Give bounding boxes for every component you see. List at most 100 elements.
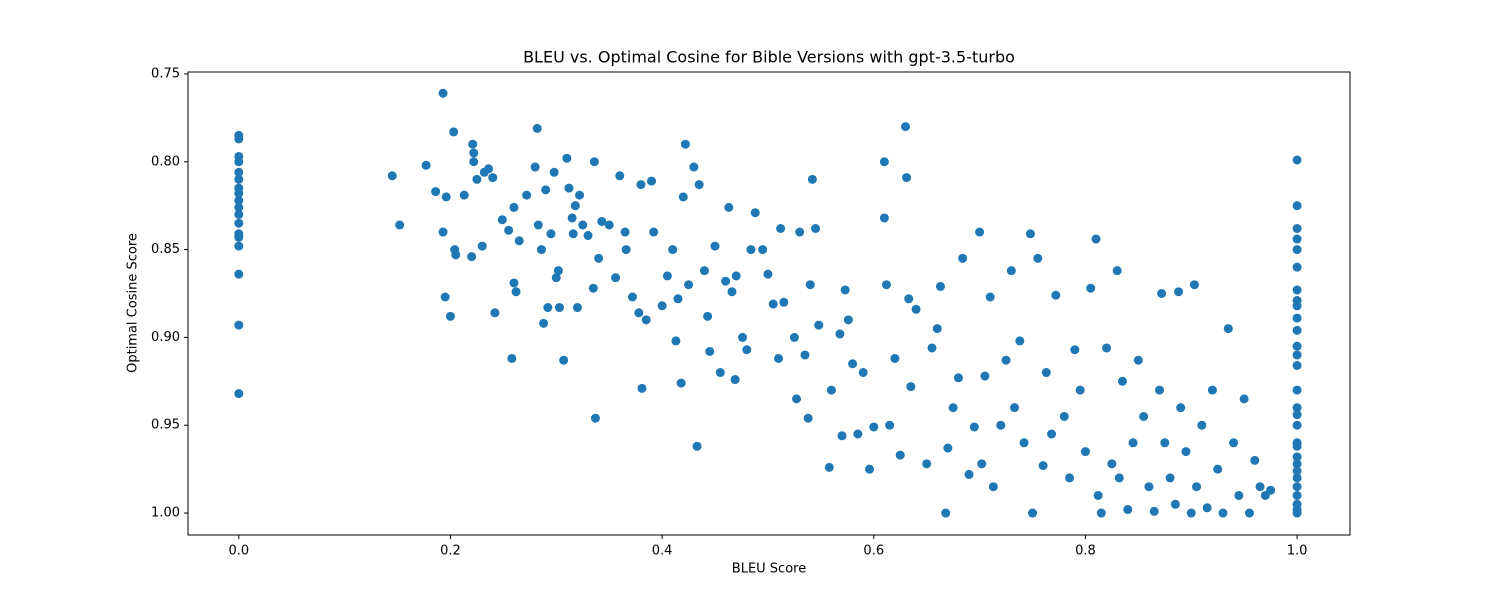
- point: [941, 508, 951, 518]
- point: [1292, 385, 1302, 395]
- point: [1025, 229, 1035, 239]
- point: [1292, 482, 1302, 492]
- point: [543, 303, 553, 313]
- point: [572, 303, 582, 313]
- point: [564, 183, 574, 193]
- point: [488, 173, 498, 183]
- point: [800, 350, 810, 360]
- point: [935, 281, 945, 291]
- point: [1213, 464, 1223, 474]
- point: [694, 180, 704, 190]
- point: [776, 223, 786, 233]
- plot-frame: [187, 71, 1351, 536]
- point: [901, 122, 911, 132]
- y-tick-label: 0.95: [151, 418, 180, 433]
- point: [590, 413, 600, 423]
- point: [840, 285, 850, 295]
- point: [1093, 490, 1103, 500]
- point: [484, 164, 494, 174]
- point: [421, 160, 431, 170]
- point: [445, 311, 455, 321]
- point: [627, 292, 637, 302]
- point: [553, 266, 563, 276]
- point: [803, 413, 813, 423]
- point: [1197, 420, 1207, 430]
- point: [1186, 508, 1196, 518]
- point: [649, 227, 659, 237]
- point: [1292, 223, 1302, 233]
- point: [1047, 429, 1057, 439]
- chart-title: BLEU vs. Optimal Cosine for Bible Versio…: [523, 48, 1015, 67]
- point: [1223, 324, 1233, 334]
- point: [1059, 411, 1069, 421]
- point: [597, 216, 607, 226]
- point: [1292, 473, 1302, 483]
- point: [1070, 345, 1080, 355]
- point: [689, 162, 699, 172]
- point: [750, 208, 760, 218]
- point: [532, 123, 542, 133]
- point: [1292, 325, 1302, 335]
- point: [234, 134, 244, 144]
- point: [575, 190, 585, 200]
- point: [727, 287, 737, 297]
- point: [985, 292, 995, 302]
- point: [1292, 301, 1302, 311]
- point: [234, 241, 244, 251]
- point: [536, 245, 546, 255]
- point: [1176, 403, 1186, 413]
- y-tick-label: 0.85: [151, 242, 180, 257]
- point: [1292, 341, 1302, 351]
- point: [451, 250, 461, 260]
- point: [583, 231, 593, 241]
- point: [885, 420, 895, 430]
- point: [879, 213, 889, 223]
- point: [902, 173, 912, 183]
- point: [615, 171, 625, 181]
- point: [671, 336, 681, 346]
- point: [621, 245, 631, 255]
- point: [680, 139, 690, 149]
- point: [843, 315, 853, 325]
- point: [441, 192, 451, 202]
- point: [1174, 287, 1184, 297]
- point: [1133, 355, 1143, 365]
- point: [546, 229, 556, 239]
- point: [594, 253, 604, 263]
- point: [234, 202, 244, 212]
- point: [234, 167, 244, 177]
- point: [807, 174, 817, 184]
- point: [958, 253, 968, 263]
- point: [507, 353, 517, 363]
- point: [724, 202, 734, 212]
- point: [641, 315, 651, 325]
- point: [1033, 253, 1043, 263]
- point: [1292, 441, 1302, 451]
- point: [977, 459, 987, 469]
- point: [837, 431, 847, 441]
- point: [774, 353, 784, 363]
- point: [975, 227, 985, 237]
- point: [1001, 355, 1011, 365]
- point: [1292, 490, 1302, 500]
- point: [431, 187, 441, 197]
- point: [562, 153, 572, 163]
- point: [514, 236, 524, 246]
- point: [1207, 385, 1217, 395]
- point: [636, 180, 646, 190]
- point: [469, 157, 479, 167]
- point: [1292, 201, 1302, 211]
- point: [853, 429, 863, 439]
- point: [568, 229, 578, 239]
- x-tick-label: 0.8: [1075, 544, 1096, 559]
- point: [234, 320, 244, 330]
- point: [634, 308, 644, 318]
- point: [906, 382, 916, 392]
- x-tick-label: 0.4: [652, 544, 673, 559]
- y-tick-label: 0.75: [151, 66, 180, 81]
- point: [620, 227, 630, 237]
- point: [763, 269, 773, 279]
- point: [1144, 482, 1154, 492]
- point: [932, 324, 942, 334]
- point: [824, 462, 834, 472]
